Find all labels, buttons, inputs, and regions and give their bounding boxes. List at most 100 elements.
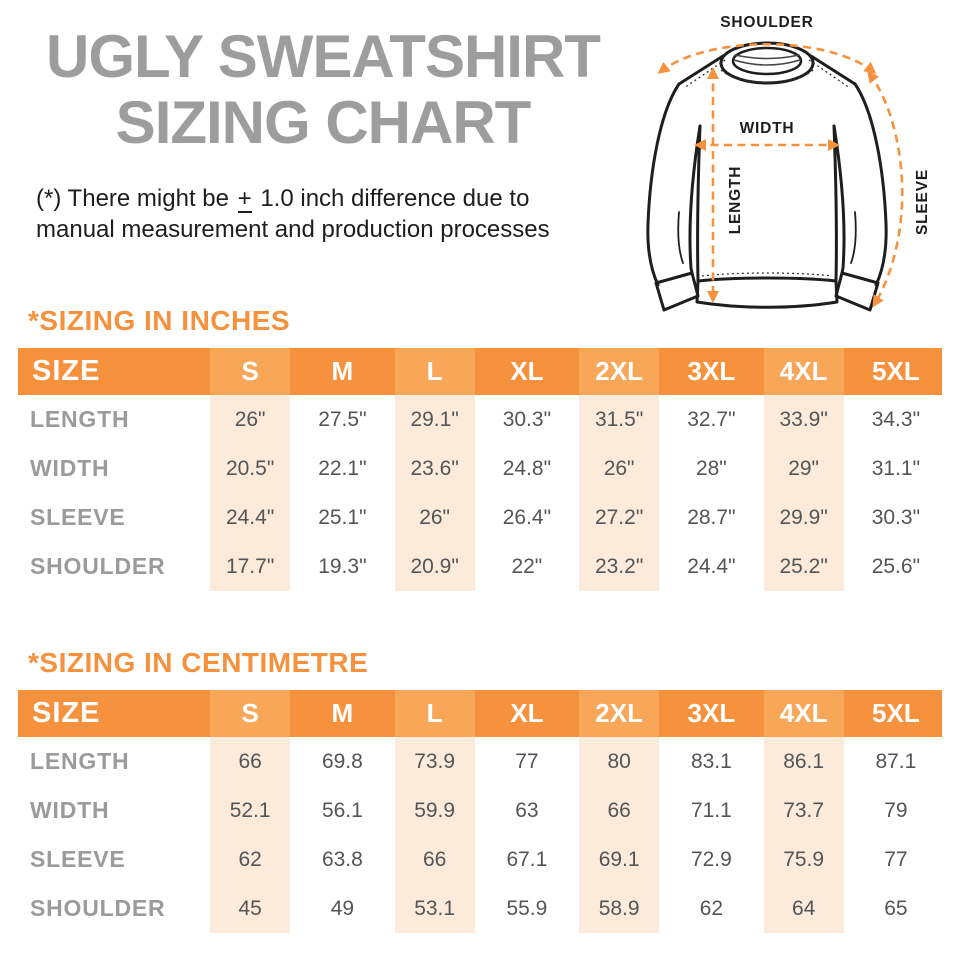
section-heading-inches: *SIZING IN INCHES — [28, 305, 291, 336]
value-cell: 30.3" — [849, 493, 942, 542]
value-cell: 24.8" — [480, 444, 573, 493]
size-table-inches: SIZE S M L XL 2XL 3XL 4XL 5XL LENGTH 26" 27.5" 29.1… — [18, 348, 942, 591]
value-cell: 75.9 — [757, 835, 850, 884]
sweatshirt-stitching-icon — [683, 59, 851, 277]
value-cell: 26" — [573, 444, 666, 493]
row-label: SLEEVE — [18, 493, 204, 542]
row-label: SHOULDER — [18, 884, 204, 933]
value-cell: 23.6" — [388, 444, 481, 493]
note-prefix: (*) There might be — [36, 185, 236, 212]
column-header-l: L — [388, 690, 481, 737]
row-label: SHOULDER — [18, 542, 204, 591]
table-header-row: SIZE S M L XL 2XL 3XL 4XL 5XL — [18, 348, 942, 395]
value-cell: 31.1" — [849, 444, 942, 493]
value-cell: 71.1 — [665, 786, 758, 835]
table-row-length: LENGTH 26" 27.5" 29.1" 30.3" 31.5" 32.7" 33.9" 3… — [18, 395, 942, 444]
value-cell: 77 — [849, 835, 942, 884]
value-cell: 20.5" — [204, 444, 297, 493]
value-cell: 30.3" — [480, 395, 573, 444]
column-header-4xl: 4XL — [757, 690, 850, 737]
value-cell: 23.2" — [573, 542, 666, 591]
value-cell: 65 — [849, 884, 942, 933]
column-header-s: S — [204, 690, 297, 737]
value-cell: 26" — [388, 493, 481, 542]
value-cell: 62 — [204, 835, 297, 884]
value-cell: 27.5" — [296, 395, 389, 444]
value-cell: 58.9 — [573, 884, 666, 933]
value-cell: 29" — [757, 444, 850, 493]
value-cell: 17.7" — [204, 542, 297, 591]
size-column-header: SIZE — [18, 690, 204, 737]
value-cell: 29.9" — [757, 493, 850, 542]
table-row-width: WIDTH 52.1 56.1 59.9 63 66 71.1 73.7 79 — [18, 786, 942, 835]
column-header-l: L — [388, 348, 481, 395]
sleeve-measure-label: SLEEVE — [914, 169, 931, 235]
value-cell: 53.1 — [388, 884, 481, 933]
value-cell: 26" — [204, 395, 297, 444]
sweatshirt-diagram: SHOULDER WIDTH LENGTH SLEEVE — [646, 14, 931, 312]
value-cell: 86.1 — [757, 737, 850, 786]
table-row-sleeve: SLEEVE 62 63.8 66 67.1 69.1 72.9 75.9 77 — [18, 835, 942, 884]
row-label: WIDTH — [18, 444, 204, 493]
column-header-2xl: 2XL — [573, 348, 666, 395]
value-cell: 24.4" — [204, 493, 297, 542]
value-cell: 73.7 — [757, 786, 850, 835]
value-cell: 73.9 — [388, 737, 481, 786]
value-cell: 34.3" — [849, 395, 942, 444]
column-header-2xl: 2XL — [573, 690, 666, 737]
value-cell: 22" — [480, 542, 573, 591]
note-line2: manual measurement and production proces… — [36, 216, 550, 243]
value-cell: 55.9 — [480, 884, 573, 933]
sweatshirt-outline-icon — [646, 41, 888, 312]
page-title-line1: UGLY SWEATSHIRT — [46, 23, 601, 90]
value-cell: 66 — [573, 786, 666, 835]
row-label: WIDTH — [18, 786, 204, 835]
column-header-3xl: 3XL — [665, 348, 758, 395]
sizing-section-inches: *SIZING IN INCHES SIZE S M L XL 2XL 3XL 4XL 5XL … — [18, 303, 942, 591]
shoulder-measure-label: SHOULDER — [720, 14, 813, 31]
size-table-centimetre: SIZE S M L XL 2XL 3XL 4XL 5XL LENGTH 66 69.8 73.9 77… — [18, 690, 942, 933]
value-cell: 80 — [573, 737, 666, 786]
page-title-line2: SIZING CHART — [115, 89, 532, 156]
value-cell: 25.2" — [757, 542, 850, 591]
column-header-m: M — [296, 690, 389, 737]
column-header-xl: XL — [480, 690, 573, 737]
value-cell: 63.8 — [296, 835, 389, 884]
value-cell: 69.1 — [573, 835, 666, 884]
table-row-shoulder: SHOULDER 45 49 53.1 55.9 58.9 62 64 65 — [18, 884, 942, 933]
column-header-s: S — [204, 348, 297, 395]
value-cell: 26.4" — [480, 493, 573, 542]
measurement-note: (*) There might be + 1.0 inch difference… — [36, 183, 636, 245]
table-header-row: SIZE S M L XL 2XL 3XL 4XL 5XL — [18, 690, 942, 737]
value-cell: 33.9" — [757, 395, 850, 444]
table-row-shoulder: SHOULDER 17.7" 19.3" 20.9" 22" 23.2" 24.4" 25.2… — [18, 542, 942, 591]
value-cell: 27.2" — [573, 493, 666, 542]
value-cell: 69.8 — [296, 737, 389, 786]
value-cell: 28" — [665, 444, 758, 493]
value-cell: 66 — [388, 835, 481, 884]
table-row-width: WIDTH 20.5" 22.1" 23.6" 24.8" 26" 28" 29" 31.1" — [18, 444, 942, 493]
value-cell: 67.1 — [480, 835, 573, 884]
value-cell: 45 — [204, 884, 297, 933]
value-cell: 25.1" — [296, 493, 389, 542]
value-cell: 63 — [480, 786, 573, 835]
value-cell: 64 — [757, 884, 850, 933]
page-title: UGLY SWEATSHIRT SIZING CHART — [12, 24, 634, 156]
sizing-section-centimetre: *SIZING IN CENTIMETRE SIZE S M L XL 2XL 3XL 4XL… — [18, 645, 942, 933]
value-cell: 72.9 — [665, 835, 758, 884]
value-cell: 25.6" — [849, 542, 942, 591]
column-header-4xl: 4XL — [757, 348, 850, 395]
value-cell: 49 — [296, 884, 389, 933]
size-column-header: SIZE — [18, 348, 204, 395]
value-cell: 52.1 — [204, 786, 297, 835]
section-heading-centimetre: *SIZING IN CENTIMETRE — [28, 647, 369, 678]
column-header-m: M — [296, 348, 389, 395]
sleeve-arrow-icon — [867, 70, 904, 308]
length-measure-label: LENGTH — [727, 166, 744, 235]
value-cell: 28.7" — [665, 493, 758, 542]
value-cell: 32.7" — [665, 395, 758, 444]
value-cell: 77 — [480, 737, 573, 786]
column-header-5xl: 5XL — [849, 690, 942, 737]
plus-minus-sign: + — [237, 185, 252, 213]
value-cell: 56.1 — [296, 786, 389, 835]
